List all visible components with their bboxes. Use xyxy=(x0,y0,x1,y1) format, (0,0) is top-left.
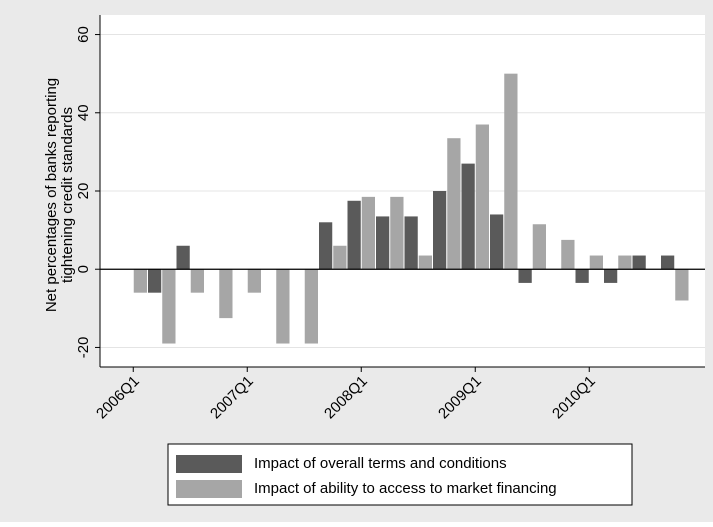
bar xyxy=(661,255,675,270)
bar xyxy=(604,269,618,283)
legend-swatch xyxy=(176,455,242,473)
bar xyxy=(148,269,162,293)
bar xyxy=(504,73,518,270)
bar xyxy=(361,196,375,270)
bar xyxy=(333,245,347,270)
bar xyxy=(319,222,333,270)
bar xyxy=(176,245,190,270)
bar xyxy=(390,196,404,270)
bar xyxy=(190,269,204,293)
bar xyxy=(447,138,461,270)
bar xyxy=(247,269,261,293)
y-tick-label: 0 xyxy=(75,265,92,273)
bar xyxy=(418,255,432,270)
bar xyxy=(675,269,689,301)
bar xyxy=(304,269,318,344)
bar xyxy=(162,269,176,344)
legend-label: Impact of overall terms and conditions xyxy=(254,455,507,472)
bar xyxy=(347,200,361,270)
bar xyxy=(518,269,532,283)
legend-label: Impact of ability to access to market fi… xyxy=(254,480,557,497)
y-tick-label: -20 xyxy=(75,337,92,359)
bar xyxy=(219,269,233,319)
bar xyxy=(618,255,632,270)
bar xyxy=(376,216,390,270)
bar xyxy=(461,163,475,270)
legend xyxy=(167,443,633,506)
bar xyxy=(575,269,589,283)
legend-swatch xyxy=(176,480,242,498)
bar xyxy=(475,124,489,270)
bar xyxy=(632,255,646,270)
y-axis-title: Net percentages of banks reporting xyxy=(43,78,60,312)
bar xyxy=(561,239,575,270)
bar xyxy=(276,269,290,344)
bar xyxy=(433,191,447,270)
y-tick-label: 40 xyxy=(75,104,92,121)
bar xyxy=(532,224,546,270)
y-tick-label: 20 xyxy=(75,183,92,200)
bar xyxy=(589,255,603,270)
y-axis-title: tightening credit standards xyxy=(59,107,76,283)
y-tick-label: 60 xyxy=(75,26,92,43)
bar xyxy=(404,216,418,270)
bar xyxy=(133,269,147,293)
bar xyxy=(490,214,504,270)
